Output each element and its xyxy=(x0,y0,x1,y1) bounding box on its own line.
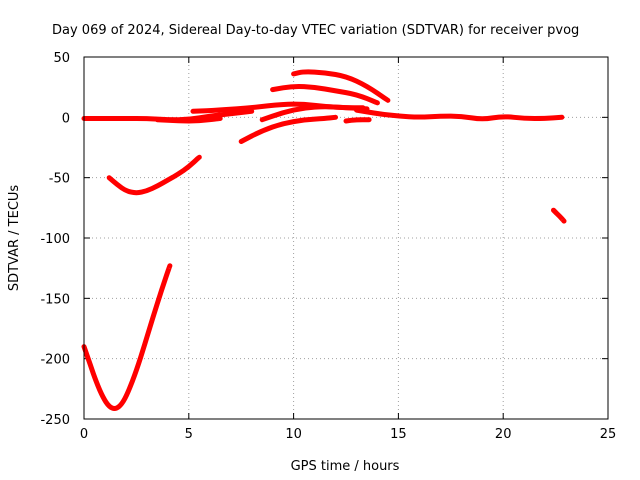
y-tick-label: -200 xyxy=(40,353,70,368)
y-tick-label: 0 xyxy=(62,111,70,126)
series-arc-end xyxy=(551,207,567,224)
y-tick-label: -100 xyxy=(40,232,70,247)
series-arc-deep xyxy=(81,263,173,411)
chart-title: Day 069 of 2024, Sidereal Day-to-day VTE… xyxy=(52,23,579,38)
plot-frame xyxy=(83,56,609,420)
y-tick-label: -50 xyxy=(49,172,70,187)
series-arc-low-a xyxy=(154,115,223,124)
x-tick-label: 0 xyxy=(80,427,88,442)
x-tick-label: 5 xyxy=(185,427,193,442)
series-arc-high-b xyxy=(270,83,380,106)
y-tick-label: -250 xyxy=(40,413,70,428)
x-tick-label: 20 xyxy=(495,427,512,442)
y-tick-label: -150 xyxy=(40,292,70,307)
x-tick-label: 15 xyxy=(390,427,407,442)
x-tick-label: 25 xyxy=(600,427,617,442)
series-arc-rise xyxy=(238,114,339,144)
series-arc-top xyxy=(291,69,391,103)
series-arc-mid xyxy=(106,154,202,196)
series-layer xyxy=(81,69,567,411)
x-axis-label: GPS time / hours xyxy=(291,459,400,474)
series-arc-short xyxy=(343,117,372,124)
series-arc-tail xyxy=(354,107,565,122)
grid xyxy=(84,57,608,419)
y-tick-label: 50 xyxy=(53,51,70,66)
x-tick-label: 10 xyxy=(285,427,302,442)
series-arc-mid-b xyxy=(259,104,366,123)
ticks: 0 5 10 15 20 25 -250 -200 -150 -100 -50 0 50 xyxy=(40,51,616,442)
y-axis-label: SDTVAR / TECUs xyxy=(7,185,22,292)
